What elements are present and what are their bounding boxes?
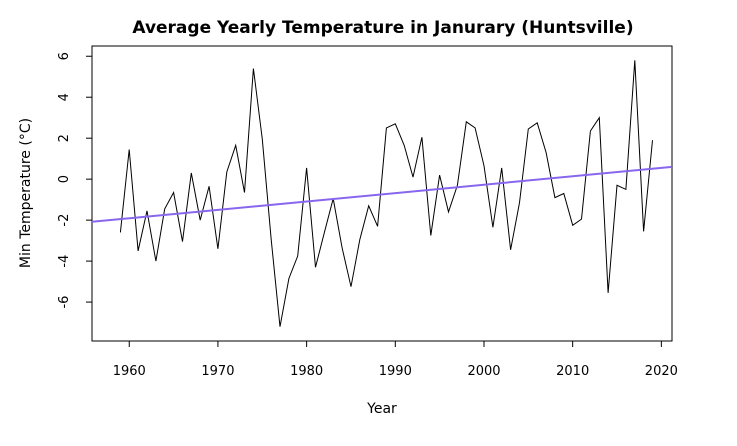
y-tick-label: 6 [57, 52, 72, 60]
y-tick-label: 0 [57, 175, 72, 183]
y-tick-label: 2 [57, 134, 72, 142]
y-tick-label: 4 [57, 93, 72, 101]
y-tick-label: -2 [57, 214, 72, 227]
x-tick-label: 2020 [645, 364, 678, 379]
y-axis: -6 -4 -2 0 2 4 6 [57, 52, 92, 309]
plot-frame [91, 45, 673, 342]
x-axis-label: Year [366, 401, 397, 417]
y-axis-label: Min Temperature (°C) [18, 118, 34, 268]
series-layer [91, 60, 673, 327]
chart-title: Average Yearly Temperature in Janurary (… [132, 18, 633, 38]
x-tick-label: 1990 [379, 364, 412, 379]
y-tick-label: -6 [57, 296, 72, 309]
x-tick-label: 2010 [556, 364, 589, 379]
trend-line [91, 165, 673, 223]
y-tick-label: -4 [57, 255, 72, 268]
x-tick-label: 1980 [290, 364, 323, 379]
x-axis: 1960 1970 1980 1990 2000 2010 2020 [113, 341, 678, 379]
temperature-series-line [119, 60, 653, 327]
x-tick-label: 1960 [113, 364, 146, 379]
x-tick-label: 2000 [467, 364, 500, 379]
x-tick-label: 1970 [201, 364, 234, 379]
